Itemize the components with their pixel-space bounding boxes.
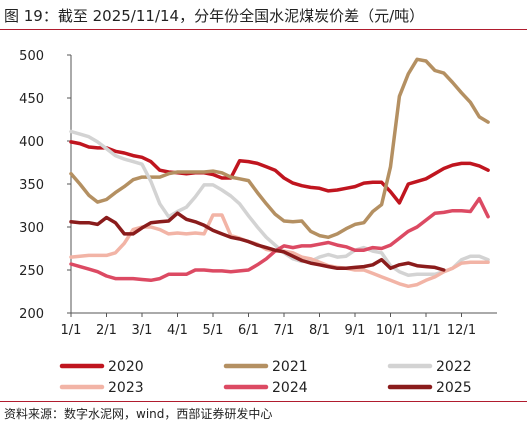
x-tick-label: 2/1 (96, 323, 117, 338)
x-tick-label: 9/1 (345, 323, 366, 338)
y-tick-label: 350 (19, 178, 44, 193)
x-tick-label: 3/1 (132, 323, 153, 338)
x-tick-label: 4/1 (167, 323, 188, 338)
y-tick-label: 500 (19, 49, 44, 64)
series-line-2025 (69, 211, 446, 272)
chart-axes: 200 250 300 350 400 450 500 1/1 2/1 3/1 4/1 5/1 6/1 7… (19, 49, 497, 338)
legend-label-2021: 2021 (272, 359, 308, 375)
x-tick-label: 12/1 (447, 323, 476, 338)
series-line-2020 (69, 140, 490, 205)
y-tick-label: 200 (19, 307, 44, 322)
legend-label-2024: 2024 (272, 380, 308, 396)
chart-series (69, 57, 490, 289)
footer-divider (0, 401, 527, 402)
x-tick-label: 6/1 (238, 323, 259, 338)
x-tick-label: 8/1 (309, 323, 330, 338)
legend-label-2025: 2025 (436, 380, 472, 396)
title-divider (0, 29, 527, 30)
x-tick-label: 11/1 (411, 323, 440, 338)
legend-label-2023: 2023 (108, 380, 144, 396)
y-tick-label: 450 (19, 92, 44, 107)
x-tick-label: 7/1 (274, 323, 295, 338)
series-line-2024 (69, 196, 490, 283)
legend-label-2022: 2022 (436, 359, 472, 375)
y-tick-label: 250 (19, 264, 44, 279)
series-line-2021 (69, 57, 490, 240)
y-tick-label: 300 (19, 221, 44, 236)
chart-legend: 2020 2021 2022 2023 2024 2025 (59, 359, 472, 396)
legend-label-2020: 2020 (108, 359, 144, 375)
figure-title: 图 19：截至 2025/11/14，分年份全国水泥煤炭价差（元/吨） (4, 7, 425, 25)
y-tick-label: 400 (19, 135, 44, 150)
source-note: 资料来源：数字水泥网，wind，西部证券研发中心 (4, 407, 273, 421)
x-tick-label: 5/1 (203, 323, 224, 338)
x-tick-label: 1/1 (61, 323, 82, 338)
series-line-2022 (69, 129, 490, 277)
x-tick-label: 10/1 (376, 323, 405, 338)
